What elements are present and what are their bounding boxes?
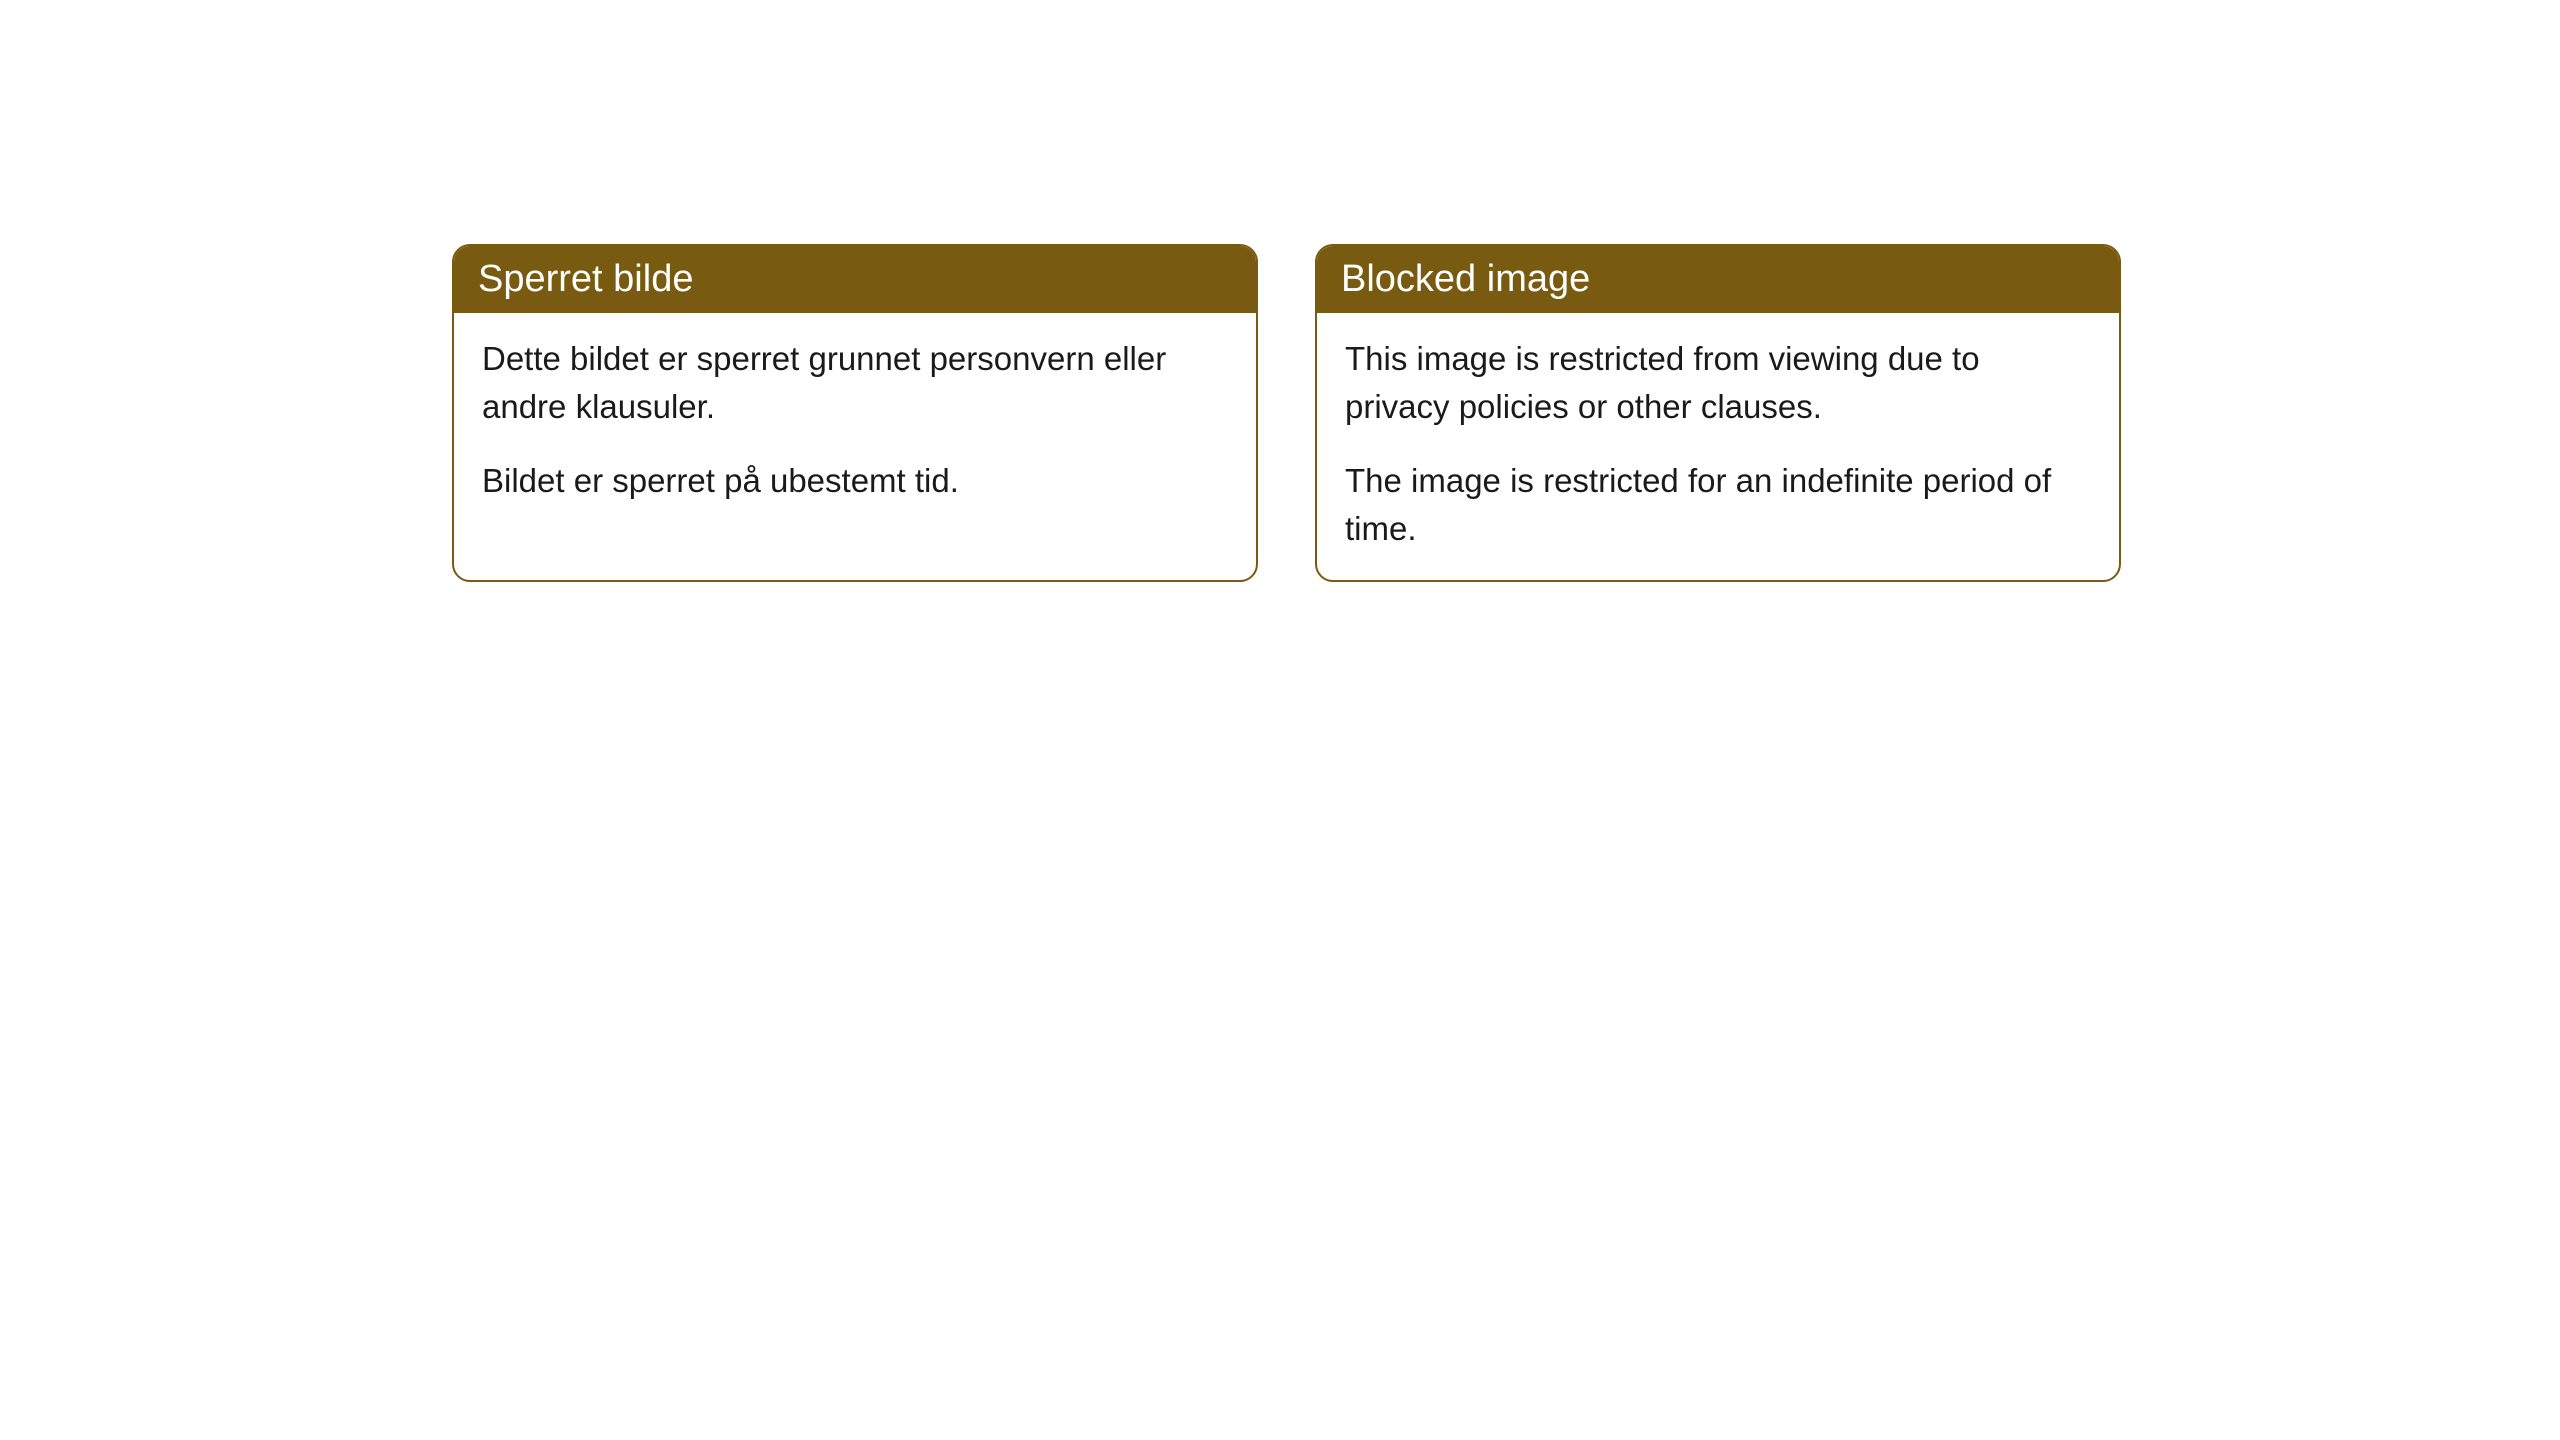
blocked-image-card-norwegian: Sperret bilde Dette bildet er sperret gr… <box>452 244 1258 582</box>
blocked-image-cards: Sperret bilde Dette bildet er sperret gr… <box>452 244 2560 582</box>
card-paragraph: This image is restricted from viewing du… <box>1345 335 2091 431</box>
blocked-image-card-english: Blocked image This image is restricted f… <box>1315 244 2121 582</box>
card-paragraph: The image is restricted for an indefinit… <box>1345 457 2091 553</box>
card-header: Sperret bilde <box>454 246 1256 313</box>
card-paragraph: Dette bildet er sperret grunnet personve… <box>482 335 1228 431</box>
card-header: Blocked image <box>1317 246 2119 313</box>
card-body: Dette bildet er sperret grunnet personve… <box>454 313 1256 533</box>
card-body: This image is restricted from viewing du… <box>1317 313 2119 580</box>
card-paragraph: Bildet er sperret på ubestemt tid. <box>482 457 1228 505</box>
